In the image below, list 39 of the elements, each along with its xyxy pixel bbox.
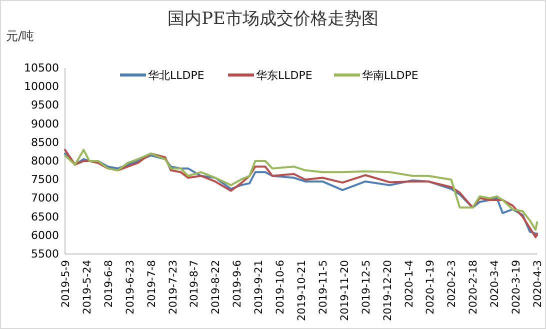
x-tick-label: 2019-12-20 (382, 260, 394, 322)
y-tick-label: 8500 (31, 136, 59, 149)
x-tick-label: 2019-5-9 (60, 260, 72, 308)
x-tick-label: 2019-11-20 (338, 260, 351, 322)
x-tick-label: 2019-6-23 (124, 260, 136, 314)
y-tick-label: 9000 (31, 117, 59, 130)
x-tick-label: 2020-2-3 (446, 260, 458, 308)
x-tick-label: 2020-1-19 (424, 260, 437, 314)
x-tick-label: 2019-8-22 (210, 260, 222, 314)
legend-label: 华北LLDPE (148, 69, 204, 82)
legend-label: 华南LLDPE (362, 69, 418, 82)
x-tick-label: 2020-1-4 (403, 260, 416, 308)
y-tick-label: 9500 (31, 98, 59, 112)
legend-label: 华东LLDPE (256, 69, 312, 82)
y-tick-label: 6500 (31, 210, 59, 224)
x-tick-label: 2019-9-6 (232, 260, 244, 308)
x-tick-label: 2020-3-4 (489, 260, 502, 308)
y-tick-label: 8000 (31, 154, 59, 168)
x-tick-label: 2019-6-8 (102, 260, 115, 308)
x-tick-label: 2020-2-18 (468, 260, 480, 314)
y-tick-label: 6000 (31, 228, 59, 242)
chart-title: 国内PE市场成交价格走势图 (168, 9, 378, 29)
x-tick-label: 2019-7-23 (167, 260, 180, 314)
y-axis-title: 元/吨 (6, 29, 34, 43)
x-tick-label: 2019-12-5 (360, 260, 372, 314)
x-tick-label: 2019-11-5 (317, 260, 330, 314)
y-tick-label: 7000 (31, 192, 59, 205)
y-tick-label: 10500 (24, 62, 59, 74)
x-tick-label: 2019-9-21 (253, 260, 266, 314)
x-tick-label: 2019-8-7 (188, 260, 201, 308)
x-tick-label: 2019-10-21 (296, 260, 308, 322)
x-tick-label: 2019-10-6 (274, 260, 287, 314)
x-tick-label: 2020-4-3 (532, 260, 544, 308)
x-tick-label: 2019-5-24 (81, 260, 94, 314)
y-tick-label: 7500 (31, 173, 59, 186)
y-tick-label: 10000 (24, 80, 59, 94)
x-tick-label: 2020-3-19 (510, 260, 523, 314)
y-tick-label: 5500 (31, 248, 59, 260)
x-tick-label: 2019-7-8 (146, 260, 158, 308)
